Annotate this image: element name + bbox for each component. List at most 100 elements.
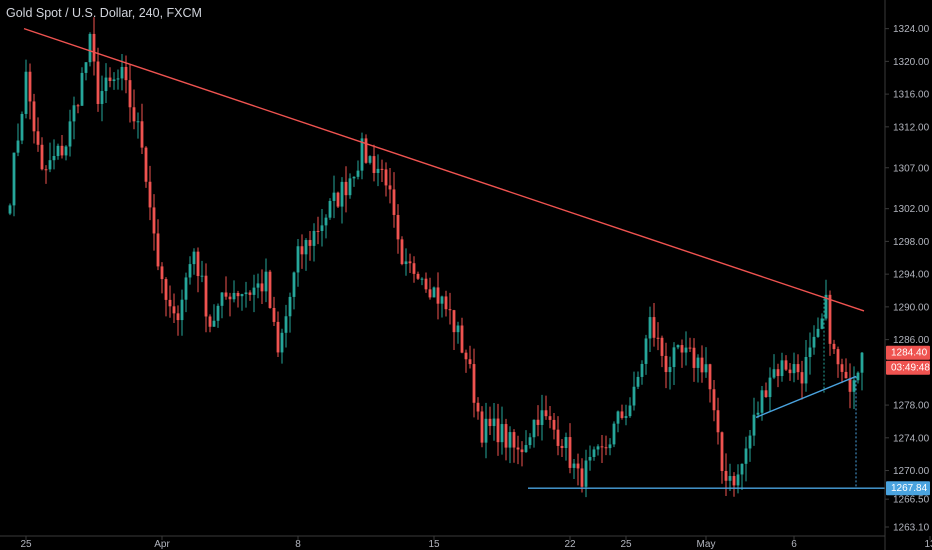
candle-body	[292, 272, 296, 297]
support-level-badge-label: 1267.84	[891, 483, 928, 494]
candle-body	[556, 429, 560, 446]
last-price-badge-label: 1284.40	[891, 348, 928, 359]
candle-body	[216, 305, 220, 321]
candle-body	[748, 435, 752, 449]
candle-body	[772, 369, 776, 378]
candle-body	[796, 364, 800, 373]
candle-body	[568, 437, 572, 468]
candle-body	[336, 192, 340, 207]
candle-body	[756, 412, 760, 415]
candle-body	[820, 318, 824, 329]
candle-body	[388, 185, 392, 190]
candle-body	[408, 261, 412, 264]
candle-body	[752, 414, 756, 436]
candle-body	[496, 418, 500, 443]
candle-body	[692, 347, 696, 368]
time-tick-label: Apr	[154, 539, 170, 550]
candle-body	[596, 446, 600, 450]
price-tick-label: 1324.00	[893, 24, 930, 35]
candle-body	[312, 230, 316, 246]
candle-body	[136, 121, 140, 123]
candle-body	[68, 121, 72, 147]
candle-body	[92, 33, 96, 62]
time-axis[interactable]: 25 Apr 8 15 22 25 May 6 13	[0, 535, 932, 550]
candle-body	[708, 364, 712, 390]
candle-body	[540, 410, 544, 425]
candle-body	[564, 437, 568, 449]
candle-body	[784, 360, 788, 370]
candle-body	[116, 78, 120, 80]
candle-body	[40, 144, 44, 170]
candle-body	[732, 476, 736, 486]
price-tick-label: 1312.00	[893, 122, 930, 133]
candle-body	[284, 316, 288, 333]
candle-body	[856, 372, 860, 381]
candle-body	[504, 424, 508, 448]
candle-body	[480, 411, 484, 443]
candle-body	[488, 418, 492, 427]
candle-body	[132, 107, 136, 122]
candle-body	[508, 432, 512, 448]
candle-body	[804, 357, 808, 384]
candle-body	[684, 347, 688, 353]
candle-body	[576, 463, 580, 469]
candle-body	[76, 105, 80, 107]
price-tick-label: 1290.00	[893, 302, 930, 313]
time-tick-label: May	[697, 539, 716, 550]
time-tick-label: 15	[428, 539, 440, 550]
price-tick-label: 1266.50	[893, 495, 930, 506]
candle-body	[224, 292, 228, 297]
candle-body	[308, 240, 312, 246]
candle-body	[584, 460, 588, 487]
candle-body	[160, 266, 164, 280]
candle-body	[476, 402, 480, 412]
candle-body	[440, 296, 444, 304]
candle-body	[636, 376, 640, 387]
candle-body	[368, 156, 372, 163]
price-tick-label: 1270.00	[893, 466, 930, 477]
candle-body	[32, 101, 36, 132]
drawings-layer	[23, 27, 885, 489]
candle-body	[64, 146, 68, 156]
candle-body	[768, 377, 772, 398]
candle-body	[688, 347, 692, 349]
candle-body	[800, 372, 804, 384]
candle-body	[528, 437, 532, 446]
candle-body	[824, 294, 828, 319]
candle-body	[184, 277, 188, 300]
candle-body	[536, 419, 540, 425]
price-axis[interactable]: 1324.00 1320.00 1316.00 1312.00 1307.00 1302.…	[884, 0, 930, 550]
support-level-badge	[886, 481, 930, 496]
candle-body	[400, 239, 404, 265]
candle-body	[272, 307, 276, 322]
candle-body	[88, 33, 92, 63]
candle-body	[28, 71, 32, 102]
resistance-trendline	[23, 27, 865, 312]
candle-body	[384, 169, 388, 186]
candle-body	[16, 140, 20, 153]
candle-body	[740, 463, 744, 475]
candle-body	[580, 468, 584, 487]
candle-body	[832, 343, 836, 350]
candle-body	[12, 152, 16, 206]
candle-body	[472, 364, 476, 403]
candle-body	[380, 168, 384, 170]
candle-body	[156, 233, 160, 267]
candle-body	[844, 371, 848, 379]
candles-layer	[8, 17, 864, 498]
candle-body	[44, 169, 48, 171]
candle-body	[316, 230, 320, 232]
candle-body	[220, 292, 224, 306]
candle-body	[572, 463, 576, 468]
candle-body	[652, 317, 656, 338]
separator: ,	[159, 6, 167, 20]
candle-body	[548, 416, 552, 420]
candle-body	[424, 278, 428, 290]
candle-body	[188, 264, 192, 278]
candle-body	[24, 71, 28, 114]
candle-body	[148, 181, 152, 208]
price-tick-label: 1263.10	[893, 522, 930, 533]
candle-body	[464, 352, 468, 360]
candle-body	[96, 61, 100, 104]
